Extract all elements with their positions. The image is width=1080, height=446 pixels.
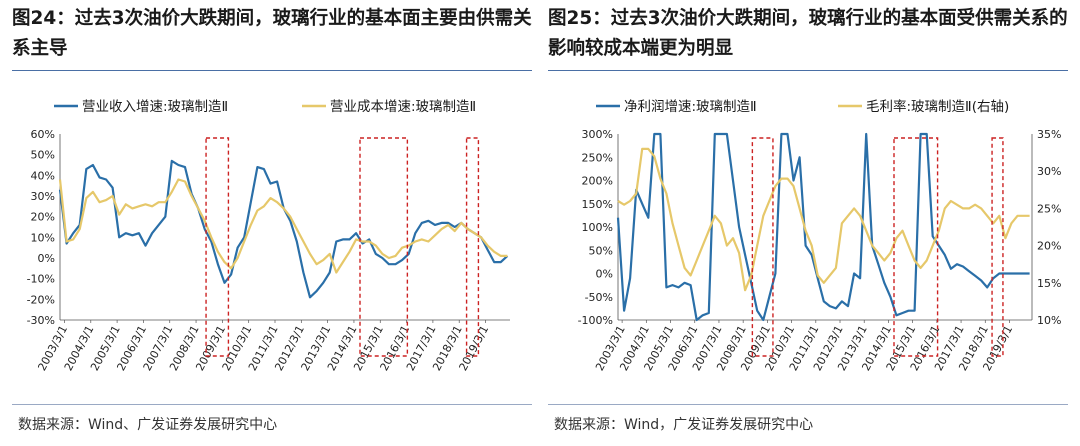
source-note: 数据来源：Wind，广发证券发展研究中心: [554, 417, 814, 433]
y2-tick-label: 30%: [1037, 165, 1061, 178]
y2-tick-label: 10%: [1037, 314, 1061, 327]
line-chart-revenue-cost: 营业收入增速:玻璃制造Ⅱ 营业成本增速:玻璃制造Ⅱ 60% 50% 40% 30% 20% 1…: [27, 98, 510, 373]
legend-label: 净利润增速:玻璃制造Ⅱ: [624, 98, 757, 115]
y-tick-label: -50%: [585, 291, 613, 304]
y-tick-label: 50%: [31, 149, 55, 162]
y-tick-label: 20%: [31, 211, 55, 224]
figure-title: 图25：过去3次油价大跌期间，玻璃行业的基本面受供需关系的影响较成本端更为明显: [548, 8, 1068, 59]
highlight-box: [465, 137, 480, 357]
series-line: [617, 147, 1030, 292]
legend-label: 营业成本增速:玻璃制造Ⅱ: [330, 98, 476, 115]
figure-24: 图24：过去3次油价大跌期间，玻璃行业的基本面主要由供需关系主导 营业收入增速:…: [12, 0, 536, 446]
line-chart-profit-margin: 净利润增速:玻璃制造Ⅱ 毛利率:玻璃制造Ⅱ(右轴) 300% 250% 200% 150%…: [578, 98, 1062, 373]
y-tick-label: -100%: [578, 314, 613, 327]
y-tick-label: 200%: [582, 175, 613, 188]
y2-tick-label: 35%: [1037, 128, 1061, 141]
highlight-box: [751, 137, 774, 357]
source-note: 数据来源：Wind、广发证券发展研究中心: [18, 417, 278, 433]
y-tick-label: 40%: [31, 169, 55, 182]
source-divider: [548, 404, 1068, 405]
y-tick-label: -20%: [27, 293, 55, 306]
highlight-box: [205, 137, 230, 357]
legend: 营业收入增速:玻璃制造Ⅱ 营业成本增速:玻璃制造Ⅱ: [54, 98, 476, 115]
highlight-box: [359, 137, 409, 357]
y-tick-label: 100%: [582, 221, 613, 234]
source-divider: [12, 404, 532, 405]
y2-tick-label: 20%: [1037, 240, 1061, 253]
y2-tick-label: 25%: [1037, 202, 1061, 215]
y-tick-label: 0%: [596, 268, 613, 281]
title-divider: [12, 70, 532, 71]
y2-tick-label: 15%: [1037, 277, 1061, 290]
y-tick-label: -10%: [27, 273, 55, 286]
title-divider: [548, 70, 1068, 71]
y-tick-label: 10%: [31, 231, 55, 244]
series-line: [616, 132, 1030, 322]
legend: 净利润增速:玻璃制造Ⅱ 毛利率:玻璃制造Ⅱ(右轴): [596, 98, 1009, 115]
figure-title: 图24：过去3次油价大跌期间，玻璃行业的基本面主要由供需关系主导: [12, 8, 532, 59]
y-tick-label: -30%: [27, 314, 55, 327]
y-tick-label: 50%: [589, 244, 613, 257]
y-tick-label: 150%: [582, 198, 613, 211]
legend-label: 营业收入增速:玻璃制造Ⅱ: [82, 98, 228, 115]
y-tick-label: 0%: [38, 252, 55, 265]
figure-25: 图25：过去3次油价大跌期间，玻璃行业的基本面受供需关系的影响较成本端更为明显 …: [548, 0, 1072, 446]
y-tick-label: 300%: [582, 128, 613, 141]
highlight-box: [991, 137, 1004, 357]
y-tick-label: 30%: [31, 190, 55, 203]
y-tick-label: 250%: [582, 151, 613, 164]
series-line: [58, 178, 508, 274]
legend-label: 毛利率:玻璃制造Ⅱ(右轴): [866, 98, 1009, 115]
y-tick-label: 60%: [31, 128, 55, 141]
highlight-box: [893, 137, 939, 357]
